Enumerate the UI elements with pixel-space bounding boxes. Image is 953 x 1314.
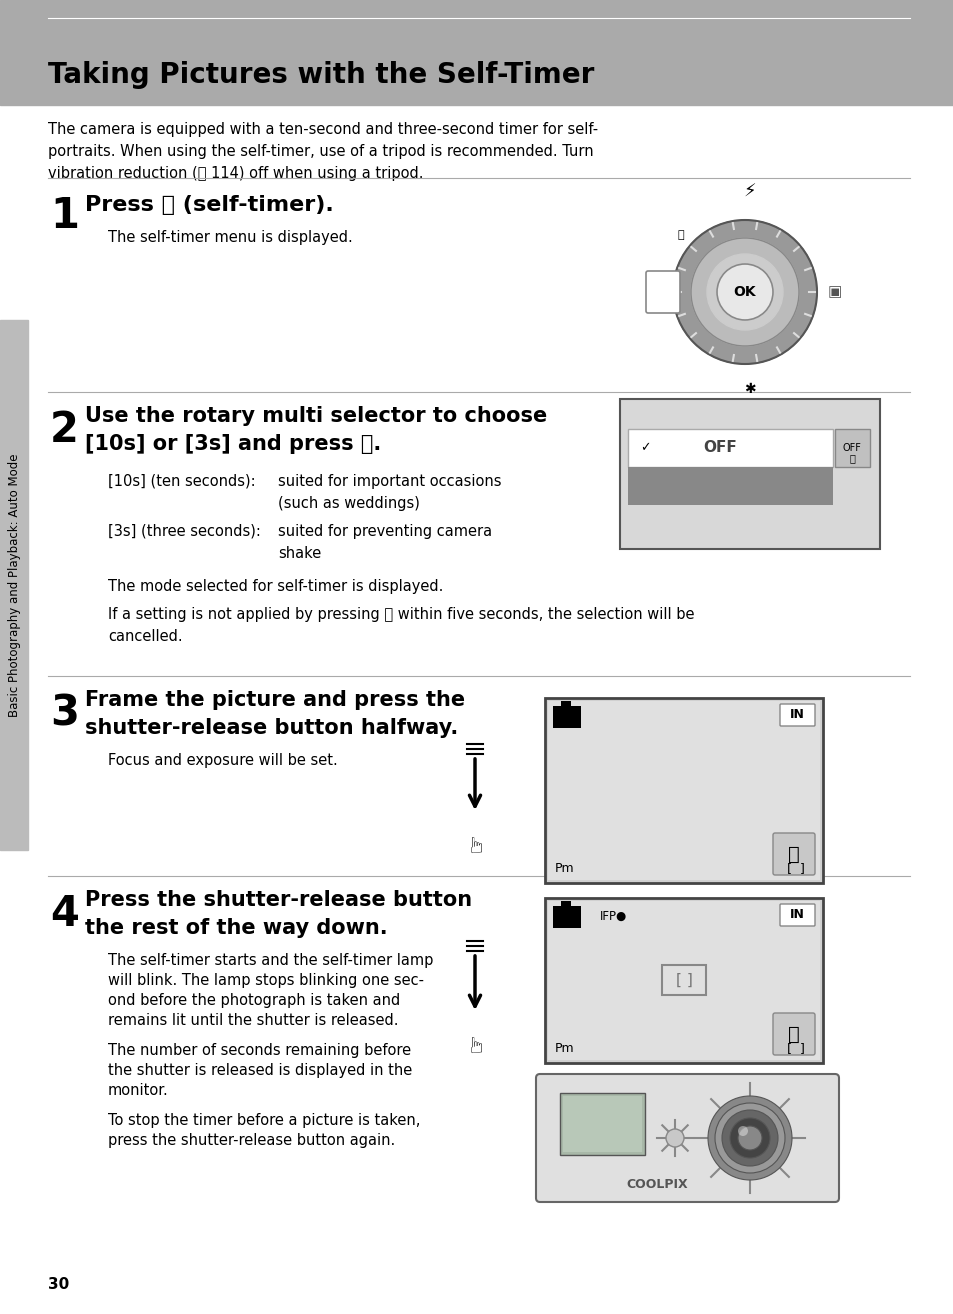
Circle shape [690,238,799,346]
Text: ✱: ✱ [743,382,755,396]
Text: COOLPIX: COOLPIX [625,1177,687,1190]
Text: the shutter is released is displayed in the: the shutter is released is displayed in … [108,1063,412,1077]
Text: To stop the timer before a picture is taken,: To stop the timer before a picture is ta… [108,1113,420,1127]
FancyBboxPatch shape [780,704,814,727]
Text: [10s] (ten seconds):: [10s] (ten seconds): [108,474,255,489]
Text: ⚡: ⚡ [743,183,756,201]
Circle shape [706,254,782,330]
Text: shutter-release button halfway.: shutter-release button halfway. [85,717,457,738]
Text: Basic Photography and Playback: Auto Mode: Basic Photography and Playback: Auto Mod… [8,453,20,716]
Text: Taking Pictures with the Self-Timer: Taking Pictures with the Self-Timer [48,60,594,89]
Text: ⏲: ⏲ [677,230,683,240]
Text: vibration reduction (Ⓡ 114) off when using a tripod.: vibration reduction (Ⓡ 114) off when usi… [48,166,423,181]
Bar [559,1093,644,1155]
Text: (such as weddings): (such as weddings) [277,495,419,511]
Circle shape [665,1129,683,1147]
Text: ☞: ☞ [467,833,486,853]
Text: Focus and exposure will be set.: Focus and exposure will be set. [108,753,337,767]
Text: 2: 2 [50,409,79,451]
Text: The camera is equipped with a ten-second and three-second timer for self-: The camera is equipped with a ten-second… [48,122,598,137]
Text: [ ]: [ ] [675,972,692,988]
Circle shape [717,264,772,321]
Text: [  ]: [ ] [786,862,804,875]
Text: ⏲: ⏲ [787,845,799,863]
Text: portraits. When using the self-timer, use of a tripod is recommended. Turn: portraits. When using the self-timer, us… [48,145,593,159]
Text: shake: shake [277,547,321,561]
Text: ✓: ✓ [639,442,650,455]
FancyBboxPatch shape [645,271,679,313]
Text: press the shutter-release button again.: press the shutter-release button again. [108,1133,395,1148]
Bar [0,321,28,850]
Text: The self-timer starts and the self-timer lamp: The self-timer starts and the self-timer… [108,953,433,968]
Text: ond before the photograph is taken and: ond before the photograph is taken and [108,993,400,1008]
Text: Pm: Pm [555,1042,574,1055]
Bar [553,905,580,928]
Bar [627,466,832,505]
Text: OK: OK [733,285,756,300]
Text: cancelled.: cancelled. [108,629,182,644]
Text: Use the rotary multi selector to choose: Use the rotary multi selector to choose [85,406,547,426]
Text: ⏲: ⏲ [848,453,854,463]
Circle shape [672,219,816,364]
Text: remains lit until the shutter is released.: remains lit until the shutter is release… [108,1013,398,1028]
Text: 30: 30 [48,1277,70,1292]
Text: OFF: OFF [841,443,861,453]
Bar [627,428,832,466]
Text: the rest of the way down.: the rest of the way down. [85,918,387,938]
Text: Press ⏹ (self-timer).: Press ⏹ (self-timer). [85,194,334,215]
Text: 1: 1 [50,194,79,237]
Bar [553,706,580,728]
Text: 3: 3 [50,692,79,735]
Text: ▣: ▣ [827,285,841,300]
Text: suited for important occasions: suited for important occasions [277,474,501,489]
Text: Pm: Pm [555,862,574,875]
Bar [547,901,820,1060]
FancyBboxPatch shape [780,904,814,926]
Text: The number of seconds remaining before: The number of seconds remaining before [108,1043,411,1058]
Text: The self-timer menu is displayed.: The self-timer menu is displayed. [108,230,353,244]
Circle shape [738,1126,747,1137]
Bar [562,1096,641,1152]
Bar [661,964,705,995]
Text: ☞: ☞ [467,1033,486,1053]
Text: will blink. The lamp stops blinking one sec-: will blink. The lamp stops blinking one … [108,972,423,988]
Text: The mode selected for self-timer is displayed.: The mode selected for self-timer is disp… [108,579,443,594]
Text: IN: IN [789,908,803,921]
Circle shape [721,1110,778,1166]
Bar [560,700,571,708]
Text: IN: IN [789,708,803,721]
Bar [560,901,571,908]
Text: 4: 4 [50,894,79,936]
Bar [619,399,879,549]
Text: OFF: OFF [702,440,736,456]
Circle shape [738,1126,761,1150]
Text: [10s] or [3s] and press ⒪.: [10s] or [3s] and press ⒪. [85,434,381,455]
Text: monitor.: monitor. [108,1083,169,1099]
Bar [544,897,822,1063]
Text: Frame the picture and press the: Frame the picture and press the [85,690,465,710]
Text: [3s] (three seconds):: [3s] (three seconds): [108,524,260,539]
Circle shape [714,1102,784,1173]
Text: [  ]: [ ] [786,1042,804,1055]
Bar [547,700,820,880]
FancyBboxPatch shape [772,833,814,875]
Text: If a setting is not applied by pressing ⒪ within five seconds, the selection wil: If a setting is not applied by pressing … [108,607,694,622]
FancyBboxPatch shape [772,1013,814,1055]
Circle shape [729,1118,769,1158]
Text: ⏲: ⏲ [787,1025,799,1043]
Text: Press the shutter-release button: Press the shutter-release button [85,890,472,911]
Text: suited for preventing camera: suited for preventing camera [277,524,492,539]
Text: IFP●: IFP● [599,909,626,922]
Circle shape [707,1096,791,1180]
Bar [834,428,869,466]
Bar [544,698,822,883]
FancyBboxPatch shape [536,1074,838,1202]
Bar [0,0,953,105]
